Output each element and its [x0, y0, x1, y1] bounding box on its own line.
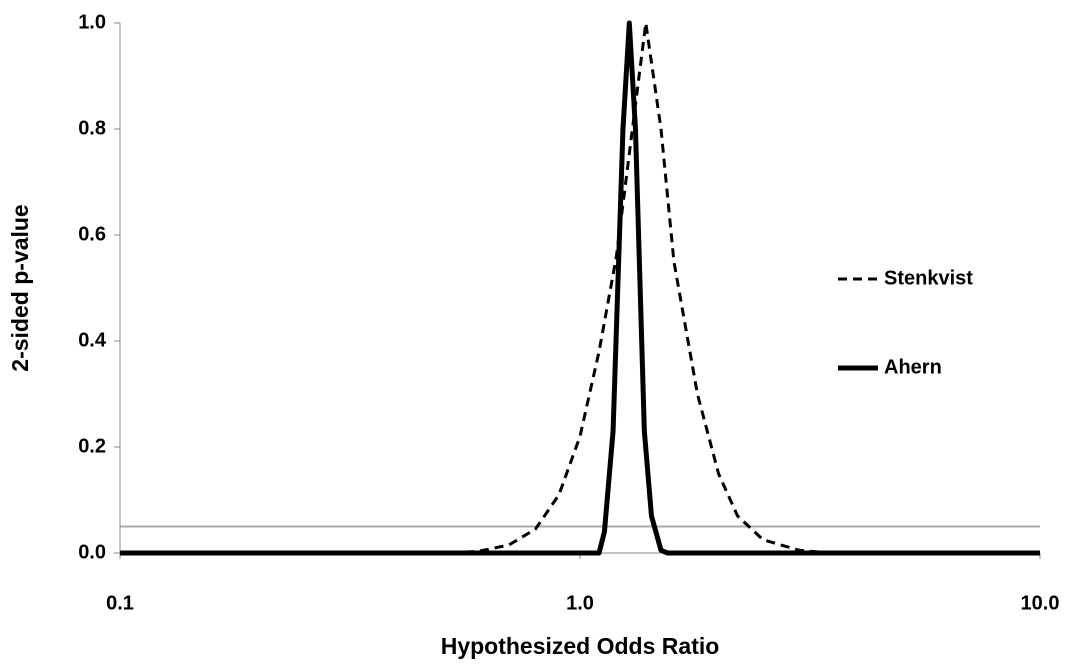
series-line [120, 20, 1040, 556]
x-axis-title: Hypothesized Odds Ratio [441, 633, 720, 659]
x-tick-label: 10.0 [1021, 592, 1060, 614]
y-tick-label: 0.4 [78, 329, 107, 351]
y-axis-title: 2-sided p-value [7, 204, 33, 371]
series-line [120, 21, 1040, 555]
y-tick-label: 0.2 [78, 435, 106, 457]
legend-label: Ahern [884, 356, 942, 378]
y-tick-label: 0.6 [78, 223, 106, 245]
y-tick-label: 0.0 [78, 541, 106, 563]
legend-label: Stenkvist [884, 267, 973, 289]
x-tick-label: 0.1 [106, 592, 134, 614]
y-tick-label: 0.8 [78, 117, 106, 139]
y-tick-label: 1.0 [78, 11, 106, 33]
x-tick-label: 1.0 [566, 592, 594, 614]
